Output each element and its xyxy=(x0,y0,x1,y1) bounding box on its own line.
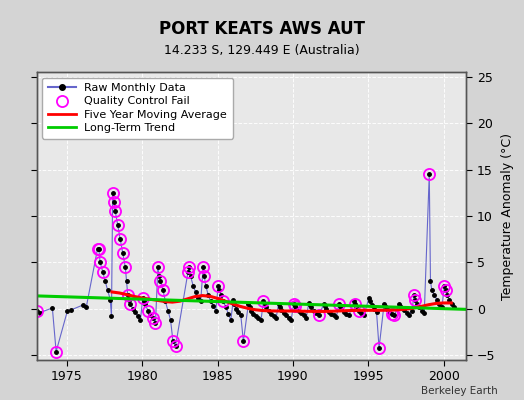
Text: Berkeley Earth: Berkeley Earth xyxy=(421,386,498,396)
Text: PORT KEATS AWS AUT: PORT KEATS AWS AUT xyxy=(159,20,365,38)
Text: 14.233 S, 129.449 E (Australia): 14.233 S, 129.449 E (Australia) xyxy=(164,44,360,57)
Y-axis label: Temperature Anomaly (°C): Temperature Anomaly (°C) xyxy=(501,132,514,300)
Legend: Raw Monthly Data, Quality Control Fail, Five Year Moving Average, Long-Term Tren: Raw Monthly Data, Quality Control Fail, … xyxy=(42,78,233,139)
